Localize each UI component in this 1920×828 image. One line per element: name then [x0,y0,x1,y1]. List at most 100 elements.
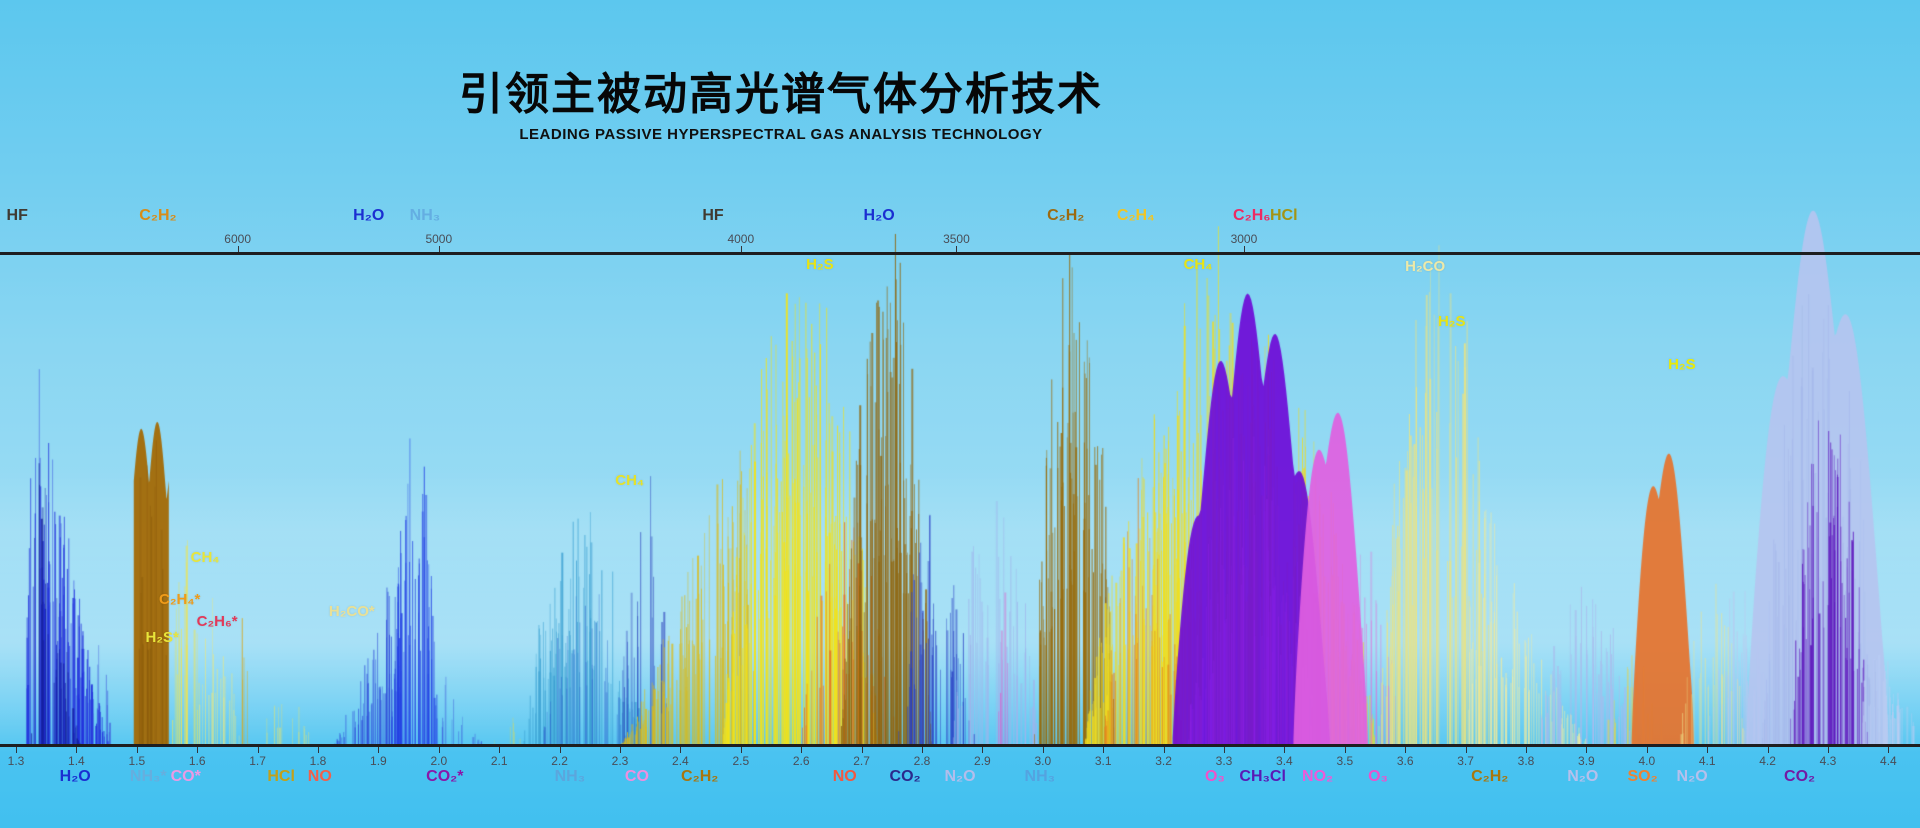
bottom-axis-tick-label: 1.5 [128,754,146,768]
bottom-axis-tick [1526,747,1527,753]
bottom-axis-tick-label: 1.9 [370,754,387,768]
bottom-axis-tick [378,747,380,753]
top-axis-tick [1243,246,1245,252]
top-axis-line [0,252,1920,255]
bottom-gas-label: NH₃ [554,768,586,785]
bottom-axis-tick [438,747,440,753]
bottom-axis-tick-label: 4.2 [1759,754,1776,768]
bottom-axis-tick-label: 3.5 [1336,754,1354,768]
bottom-axis-tick [1586,747,1588,753]
bottom-gas-label: CO [624,768,649,785]
bottom-axis-tick-label: 3.3 [1215,754,1233,768]
plot-gas-label: H₂CO* [328,603,375,620]
bottom-axis-tick-label: 3.9 [1578,754,1595,768]
bottom-axis-tick-label: 3.7 [1457,754,1474,768]
plot-gas-label: CH₄ [190,549,220,566]
bottom-axis-tick-label: 3.8 [1517,754,1535,768]
bottom-gas-label: C₂H₂ [1471,768,1509,785]
bottom-gas-label: NO [307,768,332,785]
plot-gas-label: C₂H₆* [196,613,238,630]
bottom-axis-tick-label: 3.1 [1094,754,1112,768]
top-gas-label: HF [6,207,28,224]
bottom-axis-tick-label: 1.7 [249,754,266,768]
top-gas-label: H₂O [863,207,895,224]
bottom-gas-label: NH₃* [129,768,167,785]
bottom-axis-tick [1465,747,1467,753]
bottom-axis-tick [499,747,501,753]
bottom-axis-tick [1767,747,1769,753]
bottom-axis-tick [861,747,863,753]
bottom-axis-tick-label: 2.1 [490,754,508,768]
bottom-gas-label: H₂O [59,768,91,785]
bottom-axis-tick [1888,747,1890,753]
bottom-axis-tick-label: 2.5 [732,754,750,768]
bottom-axis-tick-label: 3.4 [1276,754,1293,768]
plot-gas-label: CH₄ [615,472,645,489]
bottom-axis-tick [136,747,138,753]
bottom-axis-tick-label: 2.6 [792,754,810,768]
bottom-axis-tick-label: 2.3 [611,754,629,768]
top-gas-label: H₂O [353,207,385,224]
bottom-axis-tick [1405,747,1407,753]
bottom-axis-tick [740,747,742,753]
plot-gas-label: C₂H₄* [159,591,201,608]
bottom-axis-tick-label: 3.6 [1396,754,1414,768]
bottom-gas-label: N₂O [1567,768,1599,785]
bottom-gas-label: C₂H₂ [681,768,719,785]
bottom-axis-tick [1284,747,1286,753]
bottom-axis-line [0,744,1920,747]
bottom-gas-label: N₂O [1676,768,1708,785]
bottom-gas-label: CO* [170,768,201,785]
bottom-axis-tick [620,747,621,753]
bottom-axis-tick [559,747,561,753]
bottom-axis-tick [1646,747,1648,753]
top-gas-label: C₂H₂ [139,207,177,224]
bottom-axis-tick-label: 2.0 [430,754,448,768]
top-axis-tick [237,246,239,252]
bottom-axis-tick [982,747,984,753]
bottom-axis-tick-label: 2.7 [853,754,870,768]
plot-gas-label: H₂S [1437,313,1466,330]
top-gas-label: HF [702,207,724,224]
bottom-axis-tick-label: 2.9 [974,754,991,768]
bottom-axis-tick [1163,747,1165,753]
bottom-axis-tick-label: 2.8 [913,754,931,768]
top-axis-tick-label: 4000 [727,232,755,246]
bottom-axis-tick [16,747,17,753]
bottom-gas-label: N₂O [944,768,976,785]
bottom-axis-tick [76,747,78,753]
bottom-gas-label: CH₃Cl [1239,768,1286,785]
bottom-axis-tick-label: 2.4 [672,754,689,768]
bottom-axis-tick [680,747,682,753]
bottom-axis-tick-label: 1.3 [7,754,25,768]
bottom-axis-tick-label: 1.6 [188,754,206,768]
plot-gas-label: H₂S [1668,356,1696,373]
top-axis-tick [740,246,742,252]
page-title: 引领主被动高光谱气体分析技术 [459,70,1103,119]
page-subtitle: LEADING PASSIVE HYPERSPECTRAL GAS ANALYS… [519,126,1043,143]
plot-gas-label: H₂S [806,256,834,273]
bottom-axis-tick-label: 4.0 [1638,754,1656,768]
bottom-axis-tick [318,747,319,753]
bottom-gas-label: CO₂ [889,768,921,785]
bottom-axis-tick [1042,747,1044,753]
bottom-axis-tick-label: 4.3 [1819,754,1837,768]
top-axis-tick-label: 5000 [425,232,453,246]
bottom-gas-label: SO₂ [1627,768,1658,785]
spectrum-chart [0,200,1920,745]
top-axis-tick [438,246,440,252]
bottom-axis-tick [1103,747,1105,753]
top-gas-label: C₂H₆ [1233,207,1271,224]
bottom-axis-tick-label: 4.4 [1880,754,1897,768]
bottom-axis-tick [922,747,923,753]
bottom-axis-tick [257,747,259,753]
bottom-axis-tick [1828,747,1829,753]
bottom-axis-tick [197,747,199,753]
top-gas-label: HCl [1270,207,1298,224]
bottom-axis-tick-label: 3.2 [1155,754,1172,768]
bottom-gas-label: NH₃ [1024,768,1056,785]
bottom-gas-label: NO [832,768,857,785]
top-axis-tick-label: 6000 [224,232,252,246]
bottom-gas-label: O₃ [1205,768,1225,785]
